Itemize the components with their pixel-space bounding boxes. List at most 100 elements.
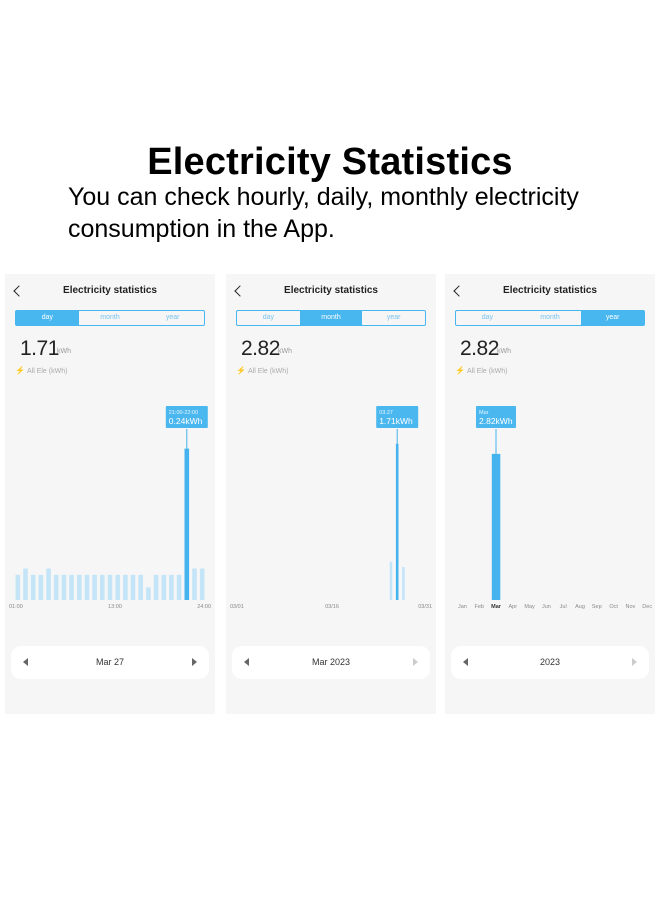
bar[interactable] [23, 568, 28, 601]
bar[interactable] [123, 574, 128, 600]
period-segmented-control: day month year [455, 310, 645, 326]
legend-label: All Ele (kWh) [247, 368, 289, 375]
x-tick-label: Aug [575, 604, 585, 610]
bar[interactable] [389, 561, 393, 600]
bar[interactable] [146, 587, 151, 600]
x-tick-label: May [524, 604, 535, 610]
lightning-bolt-icon: ⚡ [236, 366, 246, 375]
tab-year[interactable]: year [165, 314, 180, 321]
tooltip-value: 1.71kWh [379, 416, 413, 426]
consumption-chart: 21:00-22:000.24kWh 01:00 13:00 24:00 [9, 406, 211, 610]
screen-title: Electricity statistics [63, 285, 157, 296]
x-tick-label: Oct [609, 604, 618, 610]
tooltip-label: Mar [479, 410, 489, 416]
x-tick-label: 03/01 [230, 604, 244, 610]
bar[interactable] [38, 574, 44, 600]
x-tick-label: Dec [642, 604, 652, 610]
tab-month[interactable]: month [299, 311, 363, 325]
period-segmented-control: day month year [15, 310, 205, 326]
lightning-bolt-icon: ⚡ [15, 366, 25, 375]
bar[interactable] [199, 568, 205, 601]
tab-year[interactable]: year [386, 314, 401, 321]
bar[interactable] [115, 574, 120, 600]
bar-selected[interactable] [395, 443, 399, 600]
bar[interactable] [30, 574, 36, 600]
bar[interactable] [192, 568, 197, 601]
bar[interactable] [46, 568, 51, 601]
legend-label: All Ele (kWh) [26, 368, 68, 375]
bar[interactable] [107, 574, 113, 600]
previous-period-icon[interactable] [463, 658, 468, 666]
tooltip-box [376, 406, 419, 428]
bar[interactable] [77, 574, 82, 600]
x-tick-label: Jun [542, 604, 551, 610]
bar[interactable] [69, 574, 74, 600]
page-heading: Electricity Statistics [147, 141, 513, 183]
period-label: 2023 [539, 657, 561, 667]
period-label: Mar 27 [95, 657, 124, 667]
bar[interactable] [92, 574, 97, 600]
next-period-icon[interactable] [413, 658, 418, 666]
bar[interactable] [169, 574, 174, 600]
previous-period-icon[interactable] [244, 658, 249, 666]
previous-period-icon[interactable] [23, 658, 28, 666]
next-period-icon[interactable] [632, 658, 637, 666]
x-tick-label: Nov [626, 604, 636, 610]
header-bar: Electricity statistics [445, 282, 655, 302]
period-navigator: 2023 [451, 646, 649, 679]
subheading-line-1: You can check hourly, daily, monthly ele… [68, 183, 579, 211]
tab-year[interactable]: year [581, 311, 645, 325]
bar[interactable] [153, 574, 159, 600]
series-legend: ⚡ All Ele (kWh) [15, 366, 67, 375]
screen-title: Electricity statistics [503, 285, 597, 296]
tab-day[interactable]: day [481, 314, 493, 321]
period-segmented-control: day month year [236, 310, 426, 326]
period-navigator: Mar 2023 [232, 646, 430, 679]
header-bar: Electricity statistics [5, 282, 215, 302]
bar[interactable] [53, 574, 59, 600]
x-tick-label: Mar [491, 604, 502, 610]
bar[interactable] [61, 574, 67, 600]
tooltip-value: 0.24kWh [169, 416, 203, 426]
bar-selected[interactable] [184, 448, 190, 600]
total-consumption-value: 2.82 [241, 337, 280, 360]
panel-day: Electricity statistics day month year 1.… [5, 274, 215, 714]
x-tick-label: Jan [458, 604, 467, 610]
x-tick-label: 24:00 [197, 604, 211, 610]
bar[interactable] [15, 574, 21, 600]
tooltip-box [476, 406, 516, 428]
subheading-line-2: consumption in the App. [68, 215, 335, 243]
tab-day[interactable]: day [262, 314, 274, 321]
total-consumption-value: 1.71 [20, 337, 59, 360]
period-navigator: Mar 27 [11, 646, 209, 679]
bar[interactable] [130, 574, 136, 600]
tooltip-label: 21:00-22:00 [169, 410, 198, 416]
x-tick-label: Feb [474, 604, 483, 610]
x-tick-label: 03/16 [325, 604, 339, 610]
x-tick-label: 13:00 [108, 604, 122, 610]
bar[interactable] [161, 574, 167, 600]
period-label: Mar 2023 [311, 657, 351, 667]
bar[interactable] [402, 567, 405, 600]
header-bar: Electricity statistics [226, 282, 436, 302]
page-subheading: You can check hourly, daily, monthly ele… [68, 181, 648, 245]
tab-day[interactable]: day [16, 311, 79, 325]
bar-selected[interactable] [491, 453, 501, 600]
total-consumption-unit: kWh [497, 348, 511, 355]
lightning-bolt-icon: ⚡ [455, 366, 465, 375]
x-tick-label: Jul [560, 604, 567, 610]
consumption-chart: 03.271.71kWh 03/01 03/16 03/31 [230, 406, 432, 610]
tab-month[interactable]: month [540, 314, 560, 321]
bar[interactable] [84, 574, 90, 600]
total-consumption-unit: kWh [57, 348, 71, 355]
series-legend: ⚡ All Ele (kWh) [236, 366, 288, 375]
bar[interactable] [100, 574, 105, 600]
tooltip-box [165, 406, 208, 428]
series-legend: ⚡ All Ele (kWh) [455, 366, 507, 375]
total-consumption-unit: kWh [278, 348, 292, 355]
x-tick-label: 03/31 [418, 604, 432, 610]
bar[interactable] [138, 574, 143, 600]
bar[interactable] [176, 574, 182, 600]
tab-month[interactable]: month [100, 314, 120, 321]
next-period-icon[interactable] [192, 658, 197, 666]
